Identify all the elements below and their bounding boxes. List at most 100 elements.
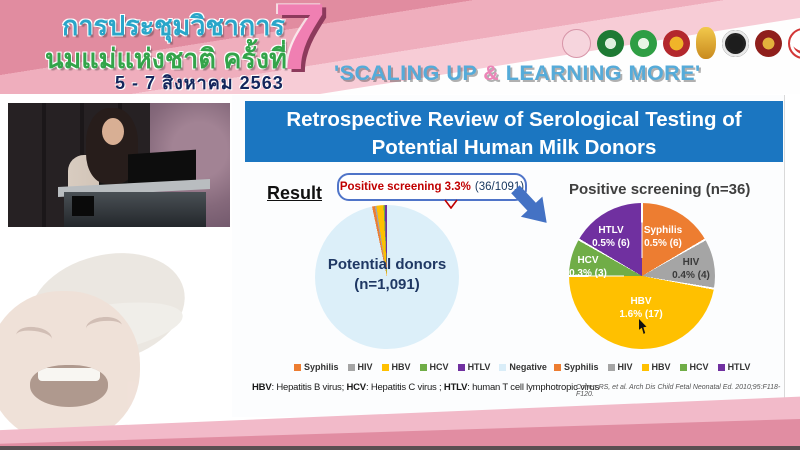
slice-name: HBV	[630, 296, 652, 307]
legend-label: HIV	[357, 362, 373, 372]
positive-screening-callout: Positive screening 3.3% (36/1091)	[337, 173, 527, 201]
legend-swatch-hbv	[381, 363, 389, 371]
legend-item: HCV	[419, 362, 449, 372]
slice-name: HCV	[577, 255, 599, 266]
slice-label-htlv: HTLV 0.5% (6)	[579, 224, 643, 250]
slice-label-hbv: HBV 1.6% (17)	[609, 295, 673, 321]
legend-swatch-hiv	[347, 363, 355, 371]
red-gold-crest-logo	[663, 29, 690, 57]
legend-item: HTLV	[717, 362, 751, 372]
result-heading: Result	[267, 183, 323, 203]
slice-value: 0.4% (4)	[672, 270, 710, 281]
legend-swatch-htlv	[717, 363, 725, 371]
legend-label: HCV	[689, 362, 709, 372]
conference-edition-number: 7	[274, 0, 327, 89]
citation-text: Cohen RS, et al. Arch Dis Child Fetal Ne…	[576, 384, 781, 398]
bottom-edge-strip	[0, 446, 800, 450]
legend-swatch-hiv	[607, 363, 615, 371]
legend-swatch-hcv	[419, 363, 427, 371]
mouse-cursor-icon	[639, 319, 647, 334]
gold-crest-logo	[696, 27, 716, 59]
legend-item: Syphilis	[554, 362, 599, 372]
slice-label-hiv: HIV 0.4% (4)	[659, 256, 723, 282]
footnote-def: : human T cell lymphotropic virus	[467, 382, 600, 393]
mother-and-child-logo	[562, 28, 591, 58]
legend-item: HIV	[347, 362, 373, 372]
red-emblem-logo	[755, 29, 782, 57]
legend-item: HBV	[381, 362, 411, 372]
footnote-abbr: HTLV	[443, 382, 468, 393]
legend-label: HIV	[617, 362, 633, 372]
sponsor-logos-row	[562, 27, 800, 59]
callout-detail: (36/1091)	[474, 181, 525, 193]
conference-tagline: 'SCALING UP & LEARNING MORE'	[334, 61, 701, 86]
callout-highlight: Positive screening 3.3%	[339, 181, 471, 193]
potential-donors-label-line1: Potential donors	[327, 256, 447, 273]
legend-swatch-htlv	[457, 363, 465, 371]
legend-swatch-hcv	[679, 363, 687, 371]
legend-label: HTLV	[467, 362, 491, 372]
legend-swatch-hbv	[641, 363, 649, 371]
footnote-abbr: HCV	[346, 382, 366, 393]
positive-screening-pie: Syphilis 0.5% (6) HIV 0.4% (4) HBV 1.6% …	[569, 203, 715, 349]
legend-item: HTLV	[457, 362, 491, 372]
footnote-def: : Hepatitis C virus ;	[365, 382, 444, 393]
slice-label-hcv: HCV 0.3% (3)	[556, 254, 620, 280]
slice-name: HTLV	[598, 225, 624, 236]
public-health-logo	[630, 29, 657, 57]
legend-label: Syphilis	[564, 362, 599, 372]
slide-title-line1: Retrospective Review of Serological Test…	[286, 108, 742, 131]
legend-label: HBV	[651, 362, 671, 372]
slice-value: 0.3% (3)	[569, 268, 607, 279]
slide-title-line2: Potential Human Milk Donors	[371, 135, 657, 159]
presenter-face	[102, 118, 124, 145]
presentation-slide: Retrospective Review of Serological Test…	[232, 95, 785, 417]
slice-value: 1.6% (17)	[619, 309, 663, 320]
slide-title: Retrospective Review of Serological Test…	[245, 101, 783, 162]
positive-screening-title: Positive screening (n=36)	[569, 181, 751, 198]
baby-smile	[30, 365, 108, 407]
conference-title-thai-line2: นมแม่แห่งชาติ ครั้งที่	[45, 44, 287, 74]
potential-donors-label-line2: (n=1,091)	[354, 276, 420, 294]
legend-item: HIV	[607, 362, 633, 372]
slice-name: Syphilis	[643, 225, 683, 236]
legend-item: Negative	[499, 362, 547, 372]
conference-banner: การประชุมวิชาการ นมแม่แห่งชาติ ครั้งที่ …	[0, 0, 800, 94]
background-baby-photo	[0, 215, 242, 450]
presenter-video	[8, 103, 230, 227]
legend-potential-donors: Syphilis HIV HBV HCV HTLV Negative	[294, 362, 547, 372]
footnote-def: : Hepatitis B virus;	[271, 382, 347, 393]
conference-date-thai: 5 - 7 สิงหาคม 2563	[115, 73, 284, 93]
legend-label: Syphilis	[304, 362, 339, 372]
baby-teeth	[38, 368, 100, 381]
tagline-pre: 'SCALING UP	[334, 61, 484, 85]
legend-label: HTLV	[727, 362, 751, 372]
thaihealth-logo	[788, 27, 800, 59]
tagline-post: LEARNING MORE'	[499, 61, 701, 85]
legend-swatch-syphilis	[294, 363, 301, 371]
legend-label: HCV	[429, 362, 449, 372]
potential-donors-label: Potential donors (n=1,091)	[315, 255, 459, 296]
legend-swatch-syphilis	[554, 363, 561, 371]
slice-label-syphilis: Syphilis 0.5% (6)	[631, 224, 695, 250]
legend-item: HBV	[641, 362, 671, 372]
conference-title-thai-line1: การประชุมวิชาการ	[62, 11, 285, 41]
slice-value: 0.5% (6)	[592, 238, 630, 249]
slice-name: HIV	[682, 257, 700, 268]
slice-value: 0.5% (6)	[644, 238, 682, 249]
legend-label: Negative	[509, 362, 547, 372]
abbreviation-footnote: HBV: Hepatitis B virus; HCV: Hepatitis C…	[252, 382, 599, 393]
legend-positive-screening: Syphilis HIV HBV HCV HTLV	[554, 362, 750, 372]
legend-item: HCV	[679, 362, 709, 372]
potential-donors-pie: Potential donors (n=1,091)	[315, 205, 459, 349]
legend-swatch-negative	[499, 363, 507, 371]
podium-screen	[72, 196, 94, 216]
legend-item: Syphilis	[294, 362, 339, 372]
black-emblem-logo	[722, 29, 749, 57]
legend-label: HBV	[391, 362, 411, 372]
callout-pointer	[444, 199, 458, 209]
tagline-ampersand: &	[483, 61, 500, 85]
footnote-abbr: HBV	[252, 382, 272, 393]
green-emblem-logo	[597, 29, 624, 57]
